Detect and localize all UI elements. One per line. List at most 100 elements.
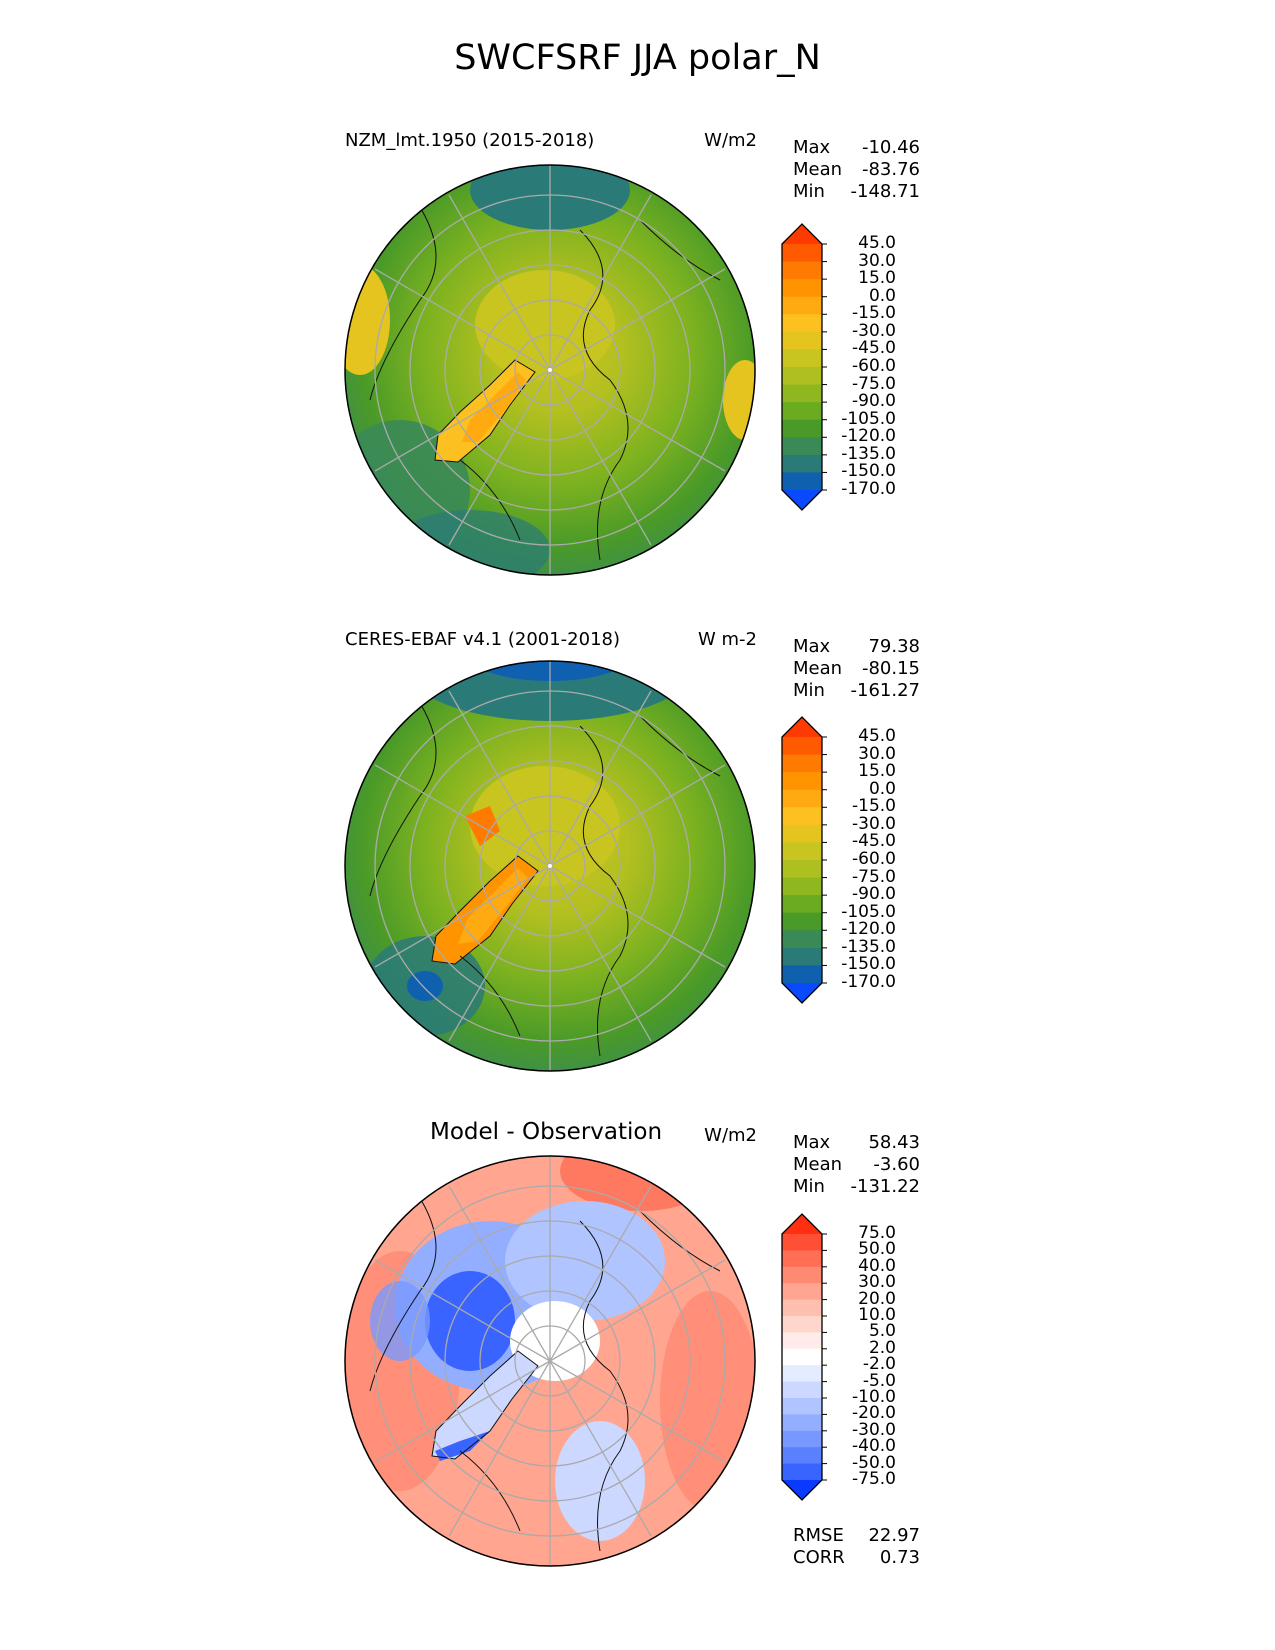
stat-rmse-label: RMSE	[793, 1525, 844, 1546]
panel-title: Model - Observation	[430, 1119, 663, 1145]
coastlines	[369, 675, 721, 1057]
colorbar-tick-label: 50.0	[858, 1239, 896, 1260]
arctic-islands-field	[465, 806, 500, 846]
colorbar-segment	[782, 314, 822, 333]
colorbar-tick-label: 45.0	[858, 726, 896, 746]
colorbar-tick-label: -150.0	[841, 954, 896, 975]
colorbar-tick-label: -90.0	[852, 884, 896, 905]
polar-map-observation	[344, 660, 756, 1072]
colorbar-tick-label: -5.0	[862, 1370, 896, 1391]
colorbar-segment	[782, 1266, 822, 1284]
colorbar-tick-label: -75.0	[852, 1469, 896, 1489]
colorbar-segments	[782, 224, 822, 510]
field-high-east	[723, 360, 755, 440]
colorbar-segment	[782, 930, 822, 949]
colorbar-segment	[782, 1398, 822, 1415]
colorbar-tick-label: 5.0	[868, 1321, 896, 1342]
colorbar-segment	[782, 947, 822, 966]
colorbar-segment	[782, 296, 822, 315]
colorbar-tick-marks	[822, 1233, 827, 1481]
colorbar-segments	[782, 717, 822, 1003]
colorbar-tick-label: -170.0	[841, 972, 896, 992]
stat-min-label: Min	[793, 1176, 825, 1197]
colorbar-segment	[782, 1365, 822, 1383]
map-boundary	[344, 164, 756, 576]
panel-units: W/m2	[704, 130, 757, 151]
colorbar-tick-label: -30.0	[852, 320, 896, 341]
colorbar-tick-label: 40.0	[858, 1255, 896, 1276]
stat-mean-value: -83.76	[861, 159, 920, 180]
colorbar-tick-label: 15.0	[858, 268, 896, 289]
field-neg-arctic-north	[505, 1201, 665, 1321]
field-high-pole	[470, 766, 620, 886]
colorbar-segment	[782, 472, 822, 491]
colorbar-tick-label: -105.0	[841, 408, 896, 429]
colorbar-segment	[782, 1447, 822, 1465]
colorbar-tick-label: 2.0	[868, 1337, 896, 1358]
stat-min-value: -131.22	[850, 1176, 920, 1197]
colorbar-tick-label: -75.0	[852, 866, 896, 887]
pole-marker	[548, 864, 552, 868]
colorbar-tick-label: -170.0	[841, 479, 896, 499]
colorbar-segment	[782, 1316, 822, 1333]
colorbar-tick-label: 30.0	[858, 1272, 896, 1293]
colorbar-segment	[782, 1348, 822, 1366]
colorbar-segment	[782, 1250, 822, 1268]
colorbar-segment	[782, 454, 822, 473]
colorbar-segment	[782, 1283, 822, 1301]
colorbar-tick-label: -150.0	[841, 461, 896, 482]
colorbar-segment	[782, 331, 822, 350]
greenland-coast	[431, 1350, 539, 1460]
colorbar-difference	[781, 1213, 827, 1501]
stat-mean-label: Mean	[793, 1154, 843, 1175]
greenland-coast	[431, 855, 539, 965]
graticule	[374, 165, 726, 575]
colorbar-tick-label: 10.0	[858, 1305, 896, 1325]
stat-mean-value: -3.60	[873, 1154, 920, 1175]
colorbar-tick-label: -50.0	[852, 1452, 896, 1473]
colorbar-segment	[782, 349, 822, 368]
colorbar-segment	[782, 261, 822, 280]
stat-max-label: Max	[793, 636, 831, 657]
coastlines	[369, 179, 721, 561]
colorbar-tick-label: 15.0	[858, 761, 896, 782]
pole-marker	[548, 368, 552, 372]
polar-map-difference	[344, 1155, 756, 1567]
stat-corr-value: 0.73	[879, 1547, 920, 1568]
colorbar-segment	[782, 437, 822, 456]
greenland-field	[432, 1351, 538, 1459]
colorbar-tick-label: -120.0	[841, 426, 896, 447]
graticule	[374, 661, 726, 1071]
colorbar-tick-label: -30.0	[852, 1419, 896, 1440]
colorbar-segments	[782, 1214, 822, 1500]
colorbar-model	[781, 223, 827, 511]
colorbar-segment	[782, 244, 822, 263]
colorbar-segment	[782, 737, 822, 756]
colorbar-segment	[782, 279, 822, 298]
stat-mean-label: Mean	[793, 658, 843, 679]
colorbar-segment	[782, 895, 822, 914]
stat-mean-label: Mean	[793, 159, 843, 180]
colorbar-tick-label: -135.0	[841, 443, 896, 464]
graticule	[374, 1156, 726, 1566]
colorbar-segment	[782, 824, 822, 843]
field-neg-strong	[425, 1271, 515, 1371]
colorbar-tick-label: 75.0	[858, 1223, 896, 1243]
figure-title: SWCFSRF JJA polar_N	[454, 38, 821, 78]
colorbar-tick-label: -120.0	[841, 919, 896, 940]
colorbar-tick-label: -45.0	[852, 338, 896, 359]
colorbar-tick-label: -60.0	[852, 849, 896, 869]
stat-rmse-value: 22.97	[868, 1525, 920, 1546]
greenland-coast	[434, 359, 536, 463]
greenland-edge-field	[435, 1431, 490, 1461]
field-pos-east	[660, 1291, 755, 1511]
colorbar-segment	[782, 772, 822, 791]
colorbar-tick-label: -90.0	[852, 391, 896, 412]
stat-mean-value: -80.15	[861, 658, 920, 679]
colorbar-tick-marks	[822, 736, 827, 984]
colorbar-tick-label: -20.0	[852, 1403, 896, 1424]
colorbar-tick-label: 0.0	[868, 778, 896, 799]
colorbar-segment	[782, 842, 822, 861]
colorbar-extension-min	[782, 983, 822, 1003]
colorbar-extension-min	[782, 490, 822, 510]
